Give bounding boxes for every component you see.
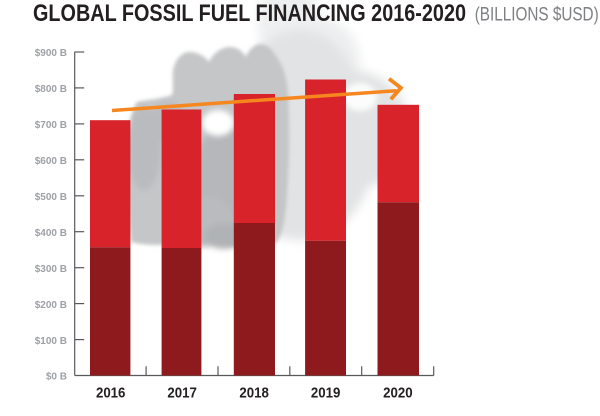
svg-text:(BILLIONS $USD): (BILLIONS $USD) (475, 5, 599, 26)
svg-text:2017: 2017 (167, 385, 197, 402)
svg-text:$400 B: $400 B (35, 228, 67, 239)
svg-text:$600 B: $600 B (35, 156, 67, 167)
svg-text:2020: 2020 (383, 385, 413, 402)
svg-text:$200 B: $200 B (35, 300, 67, 311)
svg-text:GLOBAL FOSSIL FUEL FINANCING 2: GLOBAL FOSSIL FUEL FINANCING 2016-2020 (33, 0, 466, 27)
svg-text:2019: 2019 (311, 385, 341, 402)
svg-text:2016: 2016 (96, 385, 126, 402)
svg-text:$100 B: $100 B (35, 336, 67, 347)
svg-text:$900 B: $900 B (35, 48, 67, 59)
svg-text:2018: 2018 (239, 385, 269, 402)
svg-text:$700 B: $700 B (35, 120, 67, 131)
svg-text:$800 B: $800 B (35, 84, 67, 95)
svg-text:$300 B: $300 B (35, 264, 67, 275)
svg-text:$0 B: $0 B (46, 372, 67, 383)
svg-text:$500 B: $500 B (35, 192, 67, 203)
